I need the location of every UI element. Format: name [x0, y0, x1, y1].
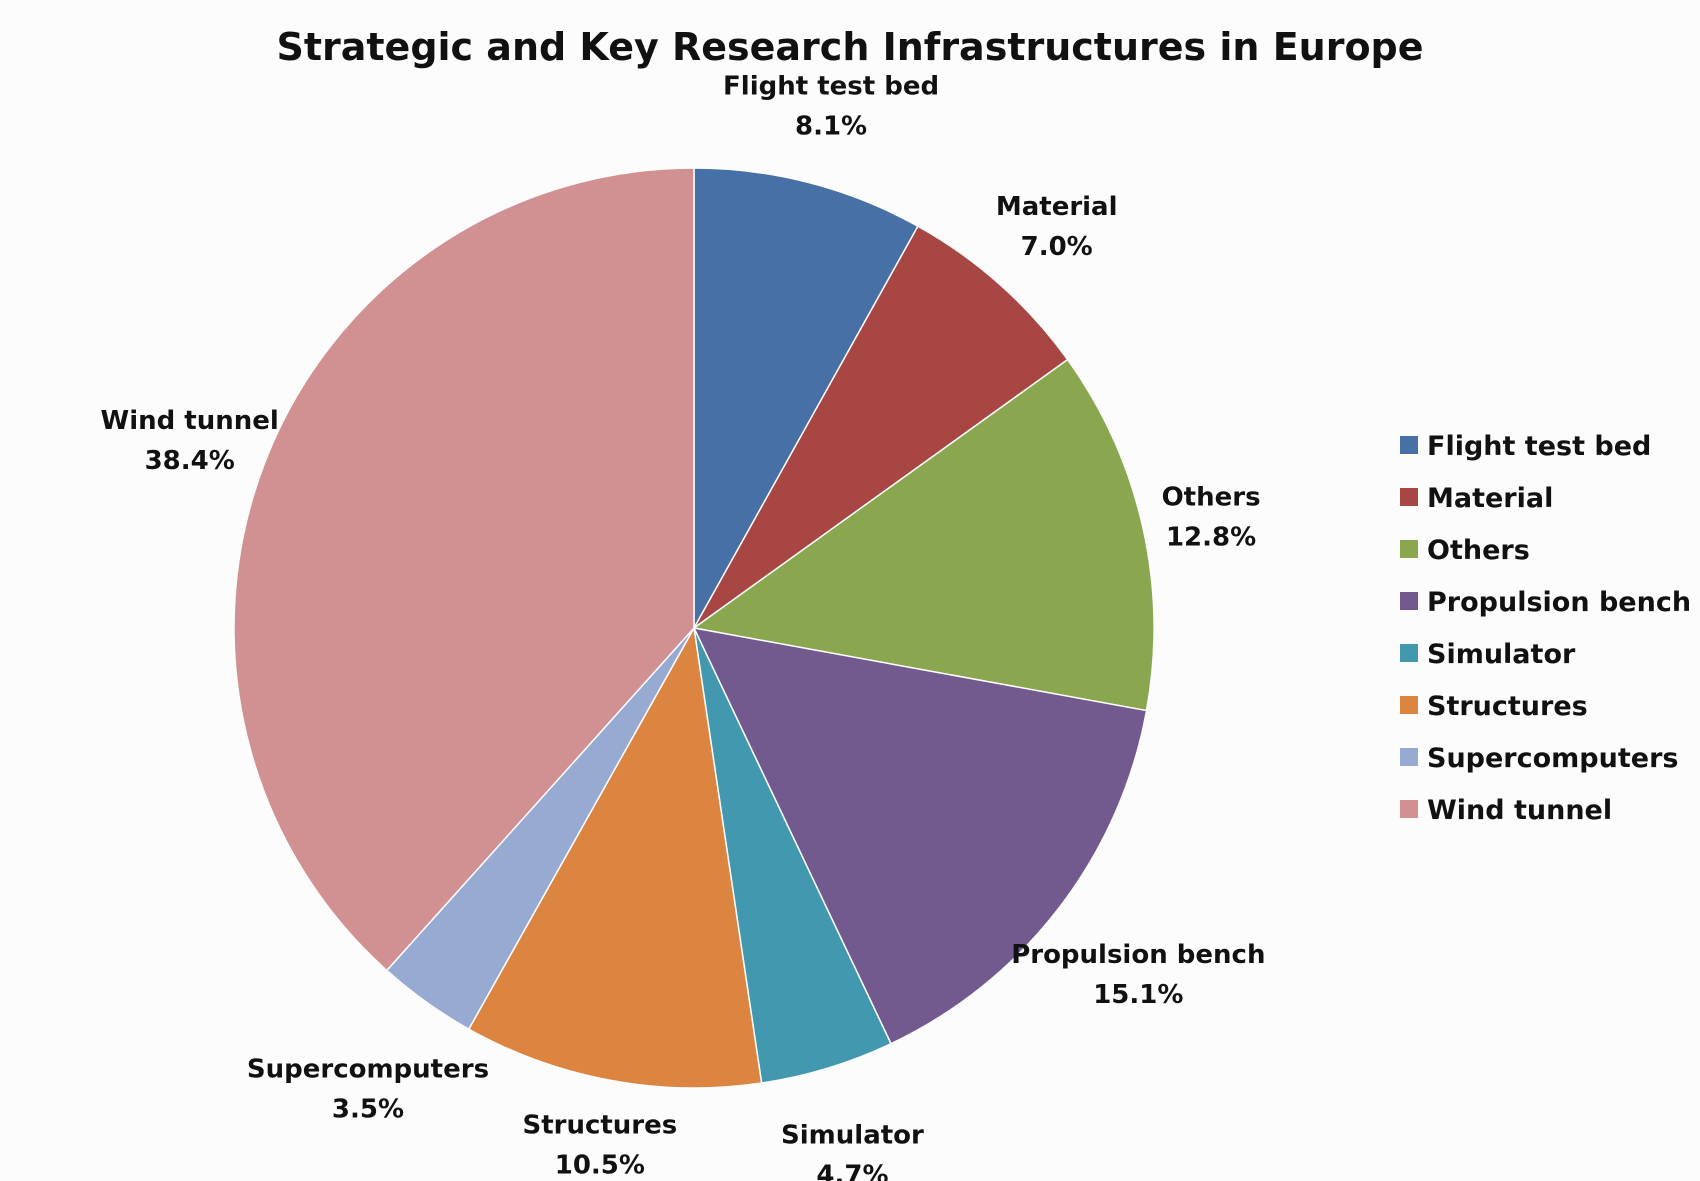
slice-label-value-material: 7.0%: [1021, 232, 1093, 262]
legend-swatch-others: [1400, 540, 1418, 558]
pie-slice-material: [693, 225, 1069, 629]
pie-slices: [233, 167, 1155, 1089]
slice-label-value-flight-test-bed: 8.1%: [795, 112, 867, 142]
pie-slice-wind-tunnel: [233, 167, 695, 972]
legend-swatch-material: [1400, 488, 1418, 506]
legend-label-wind-tunnel: Wind tunnel: [1427, 795, 1612, 826]
legend-swatch-propulsion-bench: [1400, 592, 1418, 610]
legend-swatch-structures: [1400, 696, 1418, 714]
slice-label-name-supercomputers: Supercomputers: [247, 1054, 489, 1084]
legend-label-flight-test-bed: Flight test bed: [1427, 431, 1651, 462]
slice-label-value-structures: 10.5%: [555, 1150, 645, 1180]
slice-label-value-others: 12.8%: [1166, 523, 1256, 553]
slice-label-value-simulator: 4.7%: [816, 1160, 888, 1181]
pie-slice-structures: [467, 625, 763, 1089]
slice-label-name-structures: Structures: [522, 1110, 677, 1140]
legend-label-supercomputers: Supercomputers: [1427, 743, 1678, 774]
slice-label-name-wind-tunnel: Wind tunnel: [101, 406, 279, 436]
legend-swatch-flight-test-bed: [1400, 436, 1418, 454]
slice-label-name-flight-test-bed: Flight test bed: [723, 72, 939, 102]
legend-swatch-simulator: [1400, 644, 1418, 662]
slice-label-name-propulsion-bench: Propulsion bench: [1011, 940, 1265, 970]
legend-label-propulsion-bench: Propulsion bench: [1427, 587, 1691, 618]
slice-labels: Flight test bed 8.1% Material 7.0% Others 12.…: [101, 72, 1266, 1181]
legend-swatch-wind-tunnel: [1400, 800, 1418, 818]
pie-slice-flight-test-bed: [693, 167, 919, 631]
legend: Flight test bed Material Others Propulsion …: [1400, 431, 1691, 826]
legend-label-structures: Structures: [1427, 691, 1588, 722]
legend-label-material: Material: [1427, 483, 1553, 514]
legend-label-others: Others: [1427, 535, 1530, 566]
slice-label-value-propulsion-bench: 15.1%: [1093, 980, 1183, 1010]
slice-label-value-wind-tunnel: 38.4%: [145, 446, 235, 476]
legend-swatch-supercomputers: [1400, 748, 1418, 766]
slice-label-value-supercomputers: 3.5%: [332, 1094, 404, 1124]
slice-label-name-simulator: Simulator: [781, 1120, 924, 1150]
legend-label-simulator: Simulator: [1427, 639, 1576, 670]
slice-label-name-material: Material: [996, 192, 1118, 222]
pie-slice-others: [692, 358, 1155, 712]
chart-title: Strategic and Key Research Infrastructur…: [276, 25, 1423, 69]
pie-slice-propulsion-bench: [692, 626, 1148, 1045]
slice-label-name-others: Others: [1162, 483, 1261, 513]
